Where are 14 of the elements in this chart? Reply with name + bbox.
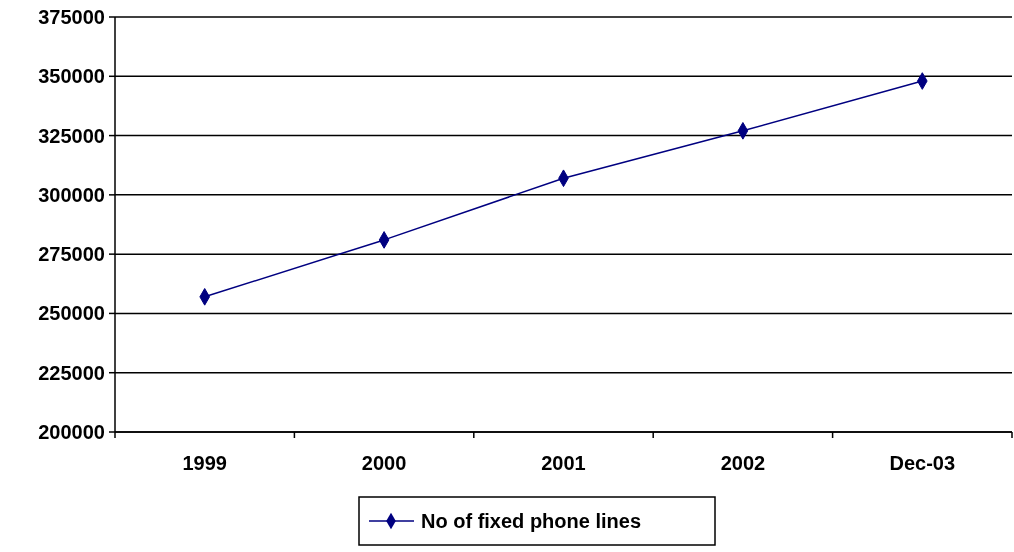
x-tick-label: 2001: [541, 452, 586, 474]
y-tick-label: 225000: [38, 361, 105, 384]
y-tick-label: 275000: [38, 243, 105, 266]
legend-label: No of fixed phone lines: [421, 510, 642, 532]
y-tick-label: 300000: [38, 183, 105, 206]
x-tick-label: 2002: [720, 452, 766, 474]
y-tick-label: 200000: [38, 421, 105, 443]
y-tick-label: 375000: [38, 6, 105, 28]
x-tick-label: Dec-03: [889, 452, 956, 474]
y-tick-label: 325000: [38, 124, 105, 147]
x-tick-label: 1999: [182, 452, 227, 474]
x-tick-label: 2000: [361, 452, 407, 474]
y-tick-label: 350000: [38, 65, 105, 88]
y-tick-label: 250000: [38, 302, 105, 325]
